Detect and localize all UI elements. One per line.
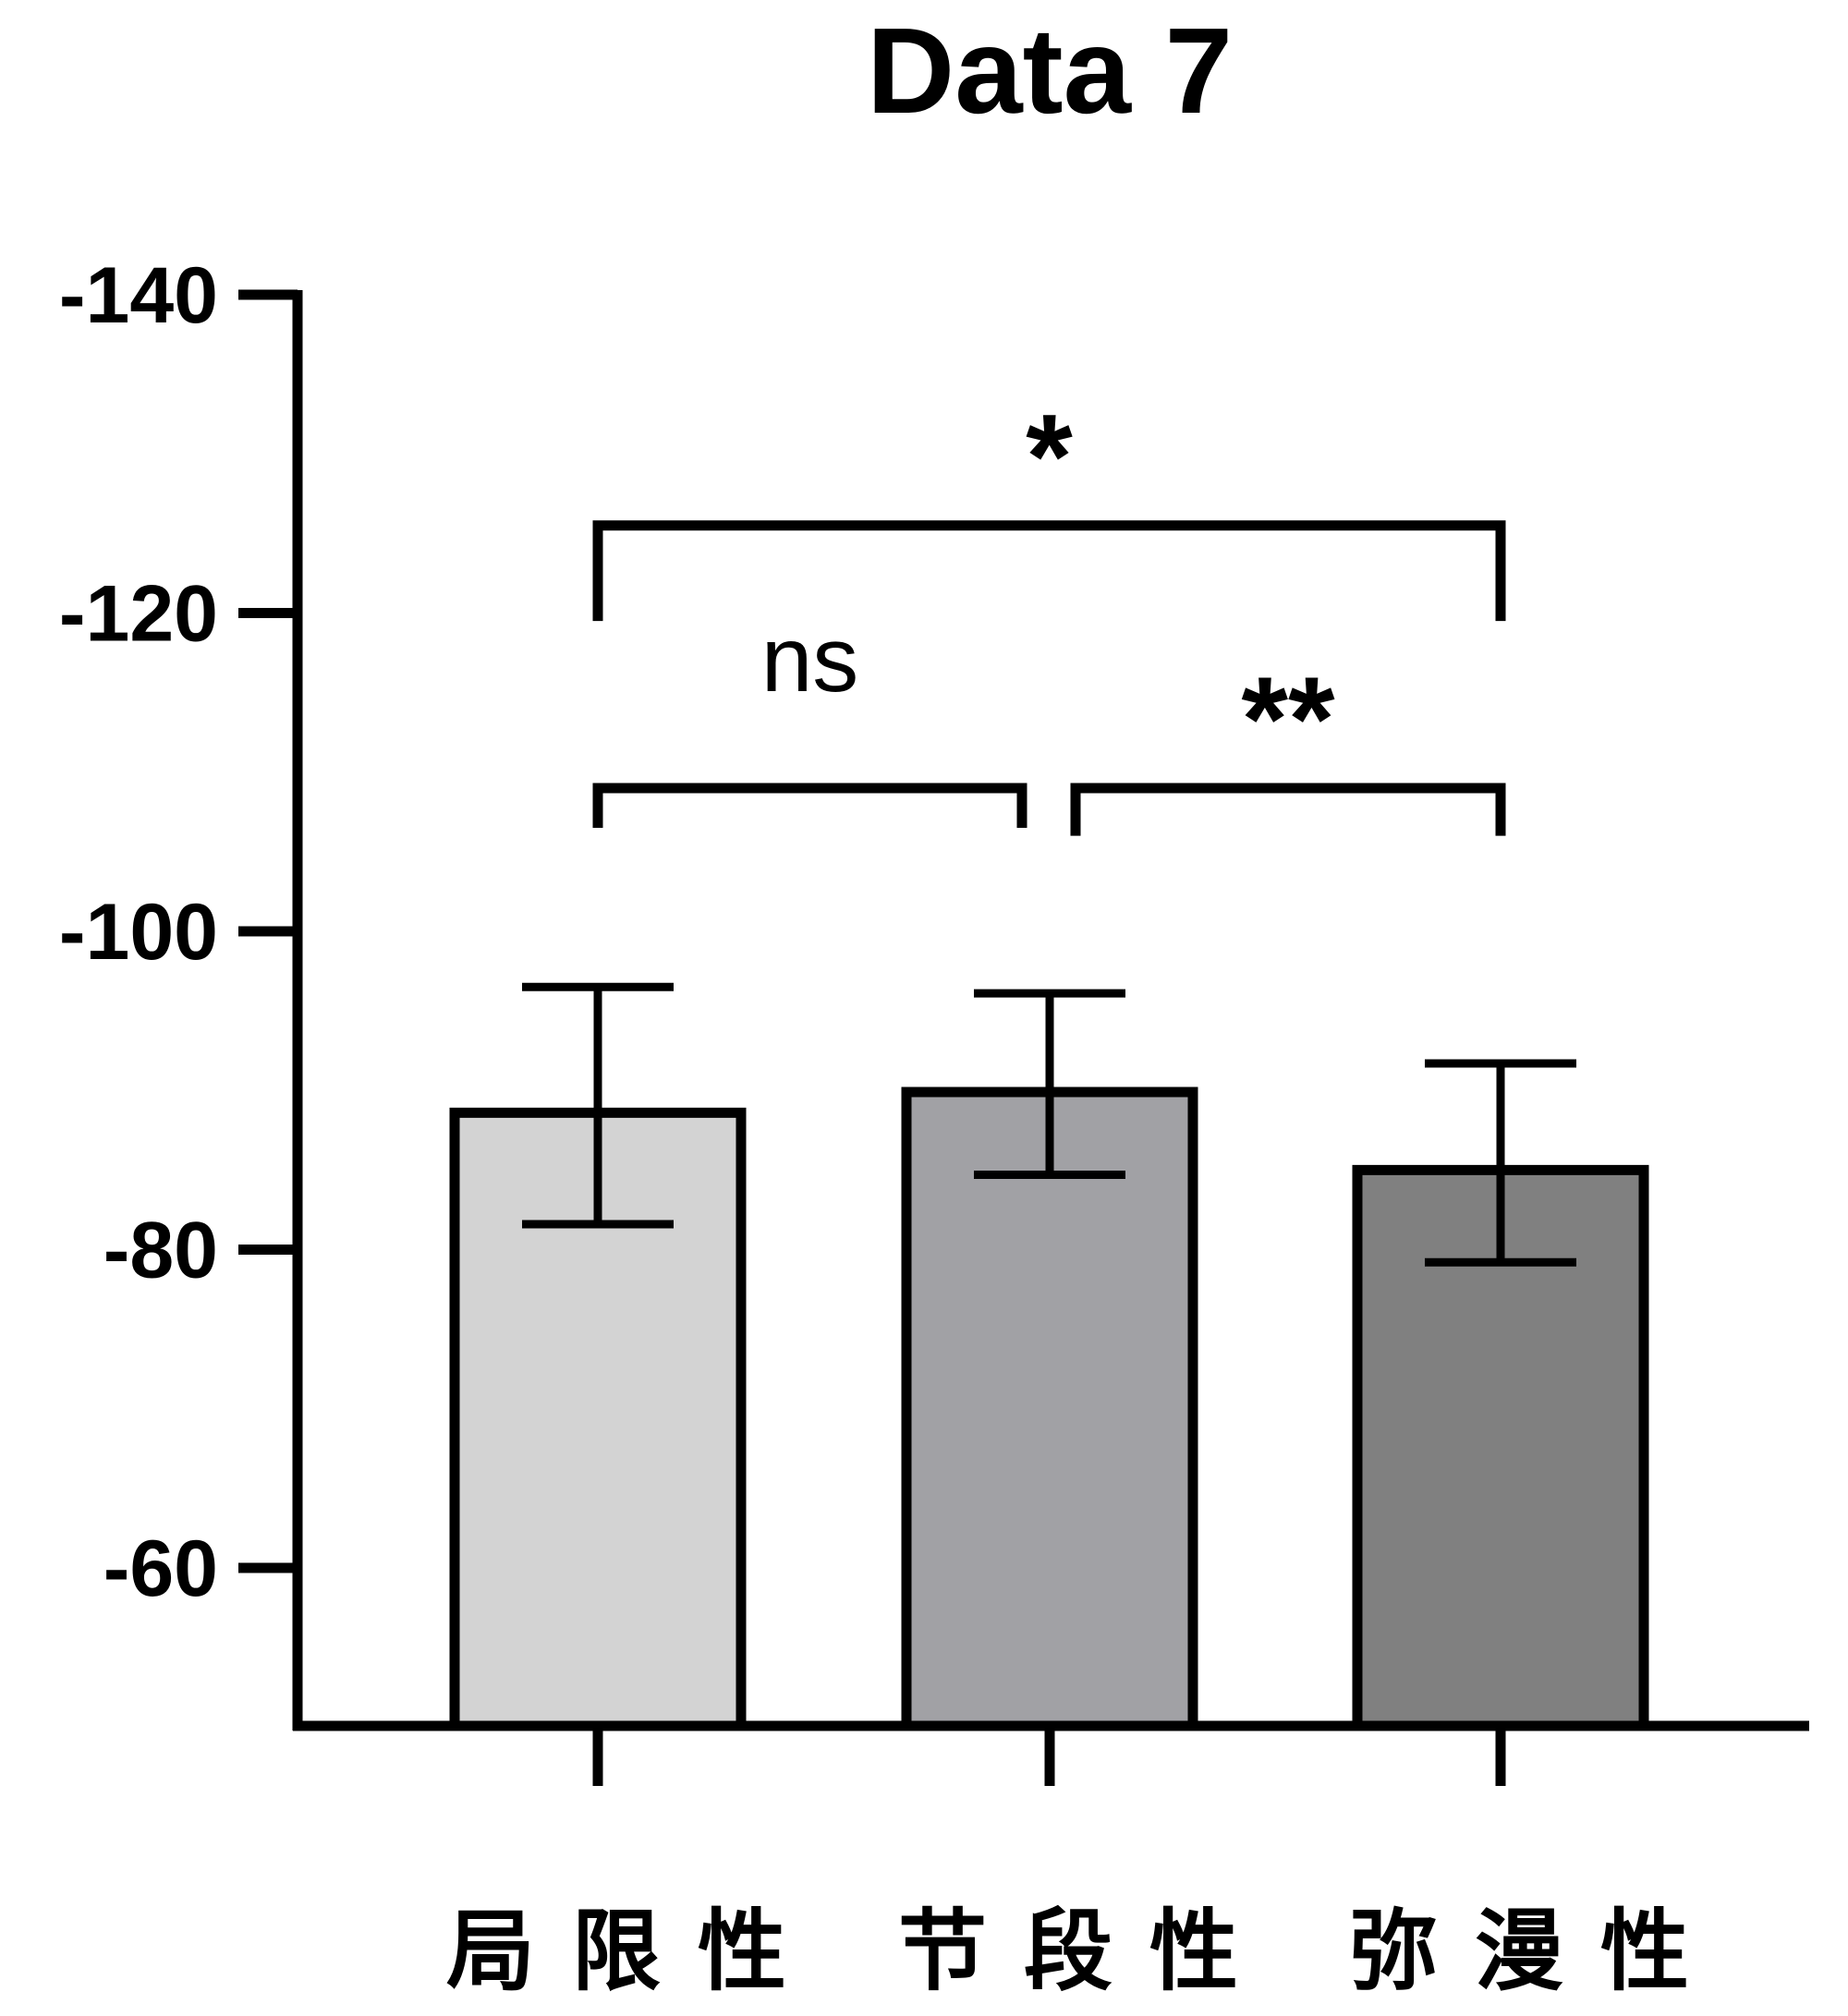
chart-title: Data 7 [867,3,1233,139]
significance-label-2: ** [1241,651,1335,786]
significance-label-0: * [1026,389,1073,524]
significance-bracket-1 [592,783,1027,829]
significance-bracket-0 [592,520,1506,622]
significance-label-1: ns [761,608,859,711]
significance-bracket-2 [1070,783,1506,836]
bar-1 [901,1087,1198,1731]
y-tick-label-1: -120 [59,570,218,659]
y-tick-label-4: -60 [103,1524,218,1613]
x-tick-label-0: 局限性 [446,1900,823,2003]
y-tick-label-3: -80 [103,1207,218,1295]
y-tick-label-2: -100 [59,888,218,977]
y-tick-label-0: -140 [59,251,218,340]
x-tick-label-1: 节段性 [898,1900,1275,2003]
x-tick-label-2: 弥漫性 [1349,1900,1726,2003]
